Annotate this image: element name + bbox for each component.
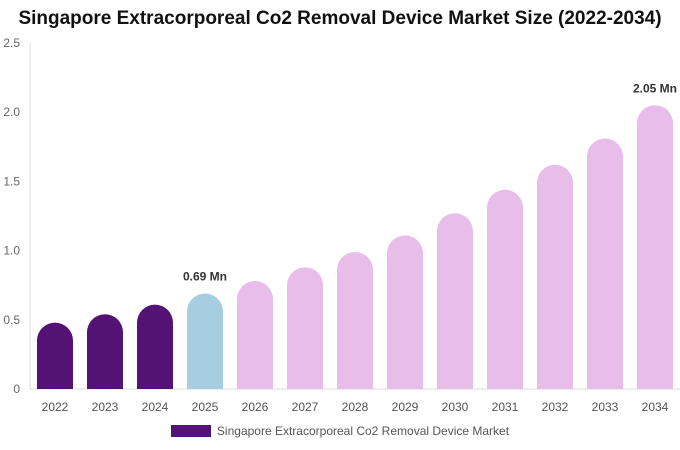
x-tick-label: 2024 [142,400,169,414]
bar-2032 [537,164,573,389]
bar-2025 [187,293,223,389]
bars [37,105,673,389]
bar-2029 [387,235,423,389]
y-tick-label: 2.5 [3,36,20,50]
x-tick-label: 2022 [42,400,69,414]
x-tick-label: 2028 [342,400,369,414]
y-tick-label: 0.5 [3,313,20,327]
x-tick-label: 2031 [492,400,519,414]
bar-2026 [237,281,273,389]
y-tick-labels: 0 0.5 1.0 1.5 2.0 2.5 [3,36,20,396]
bar-2031 [487,189,523,389]
x-tick-label: 2034 [642,400,669,414]
bar-2022 [37,322,73,389]
bar-2034 [637,105,673,389]
bar-2024 [137,304,173,389]
bar-2033 [587,138,623,389]
y-tick-label: 2.0 [3,105,20,119]
x-tick-labels: 2022 2023 2024 2025 2026 2027 2028 2029 2030 2031… [42,400,669,414]
legend-swatch [170,425,211,437]
bar-2030 [437,213,473,389]
data-label-2025: 0.69 Mn [183,270,227,284]
x-tick-label: 2023 [92,400,119,414]
x-tick-label: 2030 [442,400,469,414]
legend-label: Singapore Extracorporeal Co2 Removal Dev… [216,424,510,438]
y-tick-label: 0 [13,382,20,396]
x-tick-label: 2026 [242,400,269,414]
x-tick-label: 2027 [292,400,319,414]
data-labels: 0.69 Mn 2.05 Mn [183,81,677,283]
data-label-2034: 2.05 Mn [633,81,677,95]
x-tick-label: 2029 [392,400,419,414]
legend: Singapore Extracorporeal Co2 Removal Dev… [0,424,680,438]
x-tick-label: 2025 [192,400,219,414]
bar-2023 [87,314,123,389]
bar-2028 [337,251,373,389]
x-tick-label: 2033 [592,400,619,414]
x-tick-label: 2032 [542,400,569,414]
chart-title: Singapore Extracorporeal Co2 Removal Dev… [18,8,662,29]
y-tick-label: 1.0 [3,244,20,258]
y-tick-label: 1.5 [3,174,20,188]
bar-2027 [287,267,323,389]
